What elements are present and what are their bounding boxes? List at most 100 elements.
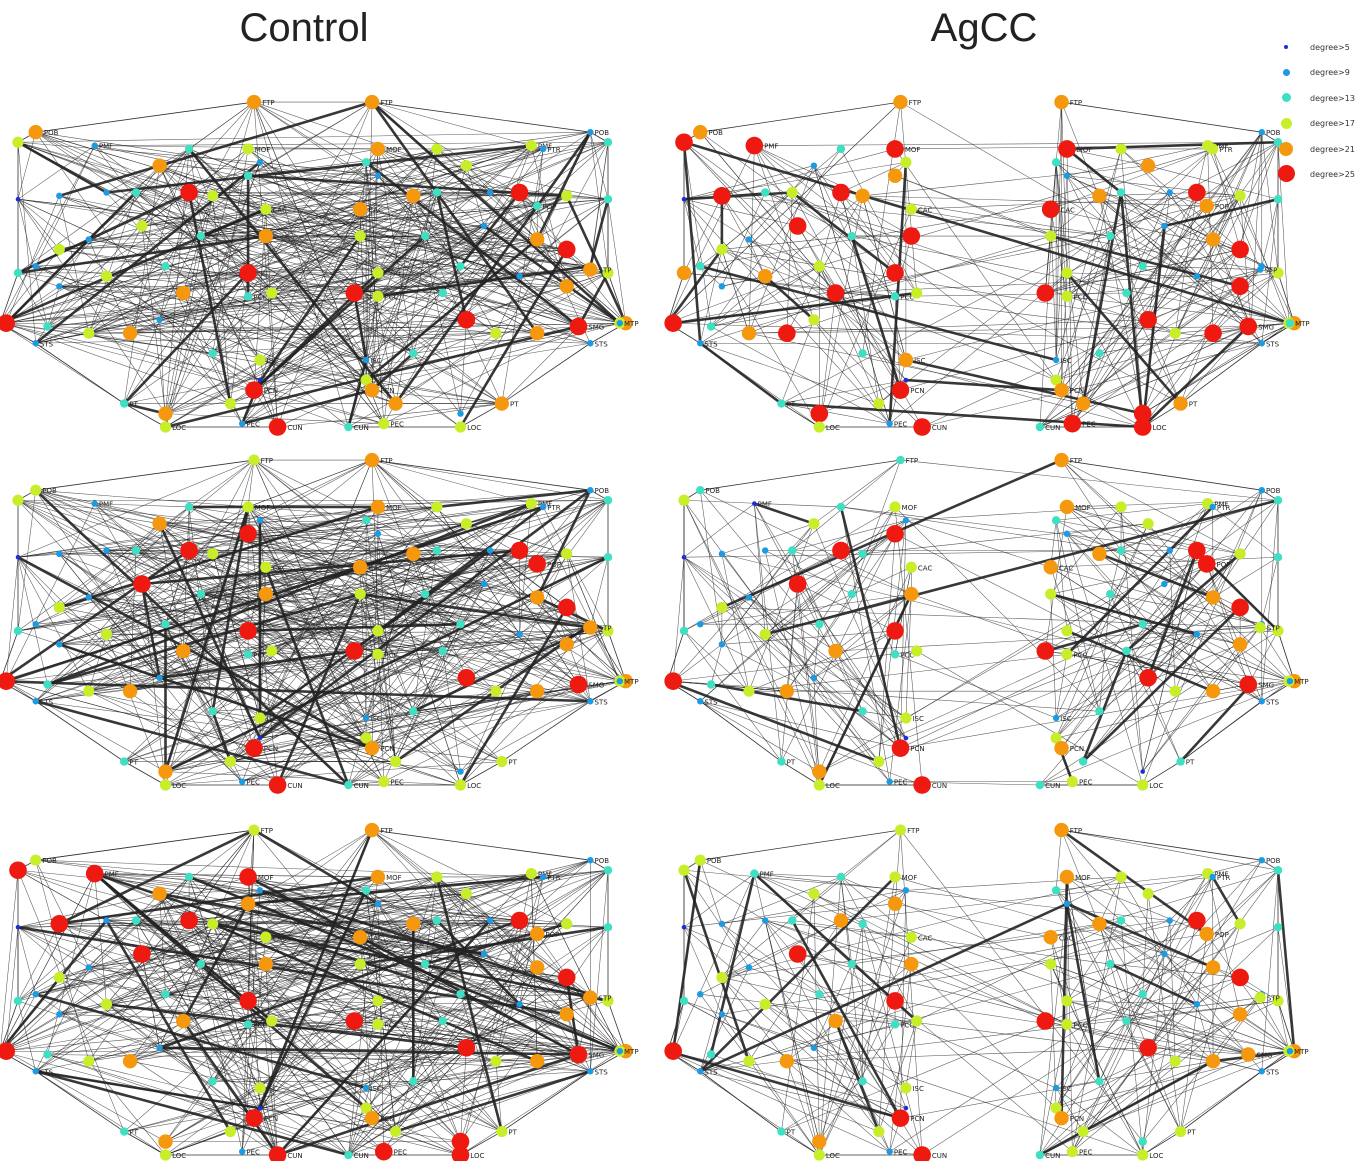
node-label: POB xyxy=(708,129,723,137)
edge xyxy=(1055,1087,1084,1132)
network-node xyxy=(406,546,421,562)
edge xyxy=(17,557,60,608)
edge xyxy=(835,275,1197,294)
node-label: PEC xyxy=(390,779,404,787)
edge xyxy=(35,489,620,682)
node-label: ISC xyxy=(267,357,279,365)
edge xyxy=(721,553,880,762)
network-node xyxy=(388,396,403,411)
edge xyxy=(1196,630,1279,635)
network-node xyxy=(833,913,849,928)
edge xyxy=(862,876,896,1082)
edge xyxy=(590,142,609,270)
node-label: MOF xyxy=(1075,504,1091,512)
edge xyxy=(1110,235,1290,324)
edge xyxy=(6,680,255,749)
edge xyxy=(259,520,267,595)
edge xyxy=(159,876,438,1049)
edge xyxy=(683,499,841,508)
edge xyxy=(212,553,461,786)
node-label: ISC xyxy=(370,715,382,723)
edge xyxy=(721,933,1207,1015)
edge xyxy=(1050,593,1262,702)
network-node xyxy=(372,648,384,660)
edge xyxy=(840,192,917,294)
edge xyxy=(1055,830,1062,891)
edge xyxy=(700,700,901,749)
node-label: CUN xyxy=(354,1152,369,1160)
network-node xyxy=(896,455,905,465)
edge xyxy=(667,272,685,324)
node-label: POP xyxy=(1217,561,1231,569)
network-node xyxy=(32,991,39,998)
node-label: PCN xyxy=(264,745,278,753)
network-node xyxy=(745,236,753,243)
edge xyxy=(754,873,1170,921)
network-node xyxy=(525,140,537,152)
edge xyxy=(0,890,261,1052)
edge xyxy=(1072,272,1279,424)
edge xyxy=(94,873,249,1025)
edge xyxy=(365,933,538,1089)
edge xyxy=(1277,272,1295,324)
edge xyxy=(189,893,467,921)
network-node xyxy=(1116,546,1126,555)
edge xyxy=(765,533,896,635)
node-label: ISC xyxy=(370,1085,382,1093)
network-node xyxy=(239,1148,246,1155)
edge xyxy=(922,342,1262,428)
edge xyxy=(35,860,90,968)
edge xyxy=(721,523,815,645)
node-label: POP xyxy=(1215,931,1229,939)
edge xyxy=(1066,977,1241,1025)
network-node xyxy=(1273,553,1283,562)
edge xyxy=(1169,489,1262,551)
network-node xyxy=(1054,740,1069,756)
edge xyxy=(271,977,567,1022)
edge xyxy=(436,876,538,968)
edge xyxy=(365,1107,461,1156)
network-node xyxy=(243,292,253,301)
network-node xyxy=(810,1044,818,1052)
edge xyxy=(165,993,272,1022)
edge xyxy=(265,162,367,210)
network-node xyxy=(159,779,172,791)
edge xyxy=(489,859,591,921)
edge xyxy=(1147,523,1170,551)
edge xyxy=(247,830,255,1001)
edge xyxy=(900,829,1143,1142)
edge xyxy=(748,272,896,334)
node-label: PCN xyxy=(1070,387,1084,395)
edge xyxy=(47,630,609,685)
edge xyxy=(189,503,532,551)
network-node xyxy=(808,888,820,900)
edge xyxy=(165,920,491,995)
network-node xyxy=(1066,776,1078,788)
edge xyxy=(765,567,912,635)
edge xyxy=(395,1131,461,1156)
edge xyxy=(786,296,896,334)
node-label: PT xyxy=(129,401,138,409)
edge xyxy=(748,326,1249,334)
edge xyxy=(135,192,367,381)
edge xyxy=(248,903,520,921)
edge xyxy=(1066,654,1251,685)
network-node xyxy=(353,560,368,575)
network-node xyxy=(1239,675,1258,694)
network-node xyxy=(268,1146,287,1161)
network-node xyxy=(159,421,172,433)
edge xyxy=(1066,148,1073,424)
edge xyxy=(124,332,496,404)
network-node xyxy=(1061,995,1073,1007)
network-node xyxy=(1050,374,1062,386)
edge xyxy=(748,332,1084,404)
edge xyxy=(1061,148,1122,391)
edge xyxy=(1039,927,1279,1156)
edge xyxy=(721,977,917,1022)
node-label: STS xyxy=(595,340,609,348)
edge xyxy=(360,566,538,598)
network-node xyxy=(224,755,236,768)
edge xyxy=(129,148,190,334)
network-node xyxy=(1133,404,1152,423)
edge xyxy=(94,145,538,240)
